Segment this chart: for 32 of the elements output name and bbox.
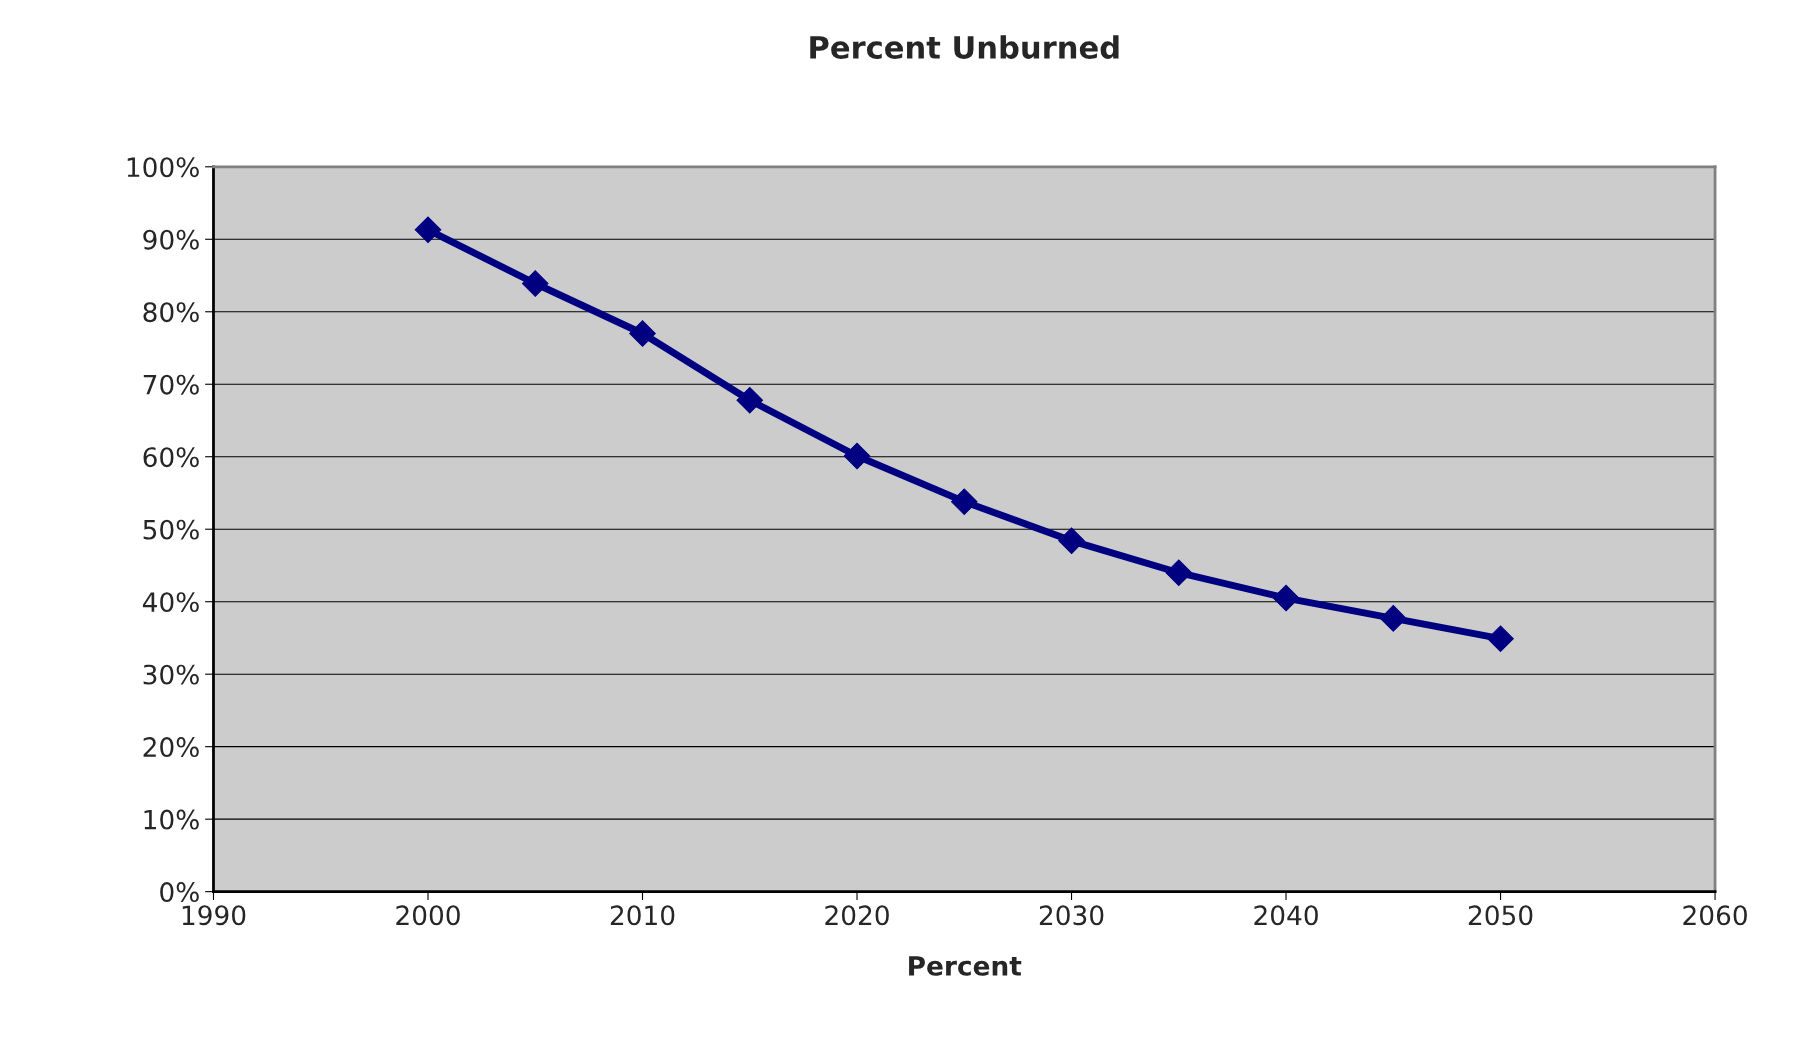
point: [521, 270, 549, 297]
y-tick-label: 70%: [143, 374, 199, 395]
x-tick-label: 2060: [1683, 905, 1747, 926]
x-axis-title: Percent: [909, 956, 1022, 976]
x-tick-label: 2030: [1039, 905, 1104, 926]
y-tick-label: 10%: [144, 809, 199, 830]
x-tick-label: 2050: [1468, 905, 1533, 926]
y-tick-label: 20%: [143, 737, 199, 758]
y-tick-label: 40%: [142, 592, 199, 613]
x-tick-label: 1990: [182, 905, 246, 926]
point: [1058, 527, 1085, 555]
y-tick-label: 0%: [160, 882, 199, 903]
x-tick-label: 2010: [610, 905, 675, 926]
point: [843, 442, 871, 470]
point: [1272, 584, 1300, 612]
point: [950, 488, 978, 515]
point: [414, 216, 442, 244]
x-tick-label: 2020: [825, 905, 889, 926]
point: [1487, 625, 1514, 652]
x-tick-label: 2000: [396, 905, 460, 926]
y-tick-label: 50%: [143, 519, 199, 540]
y-tick-label: 80%: [143, 302, 199, 323]
y-tick-label: 90%: [143, 229, 199, 250]
y-tick-label: 100%: [127, 157, 199, 178]
y-tick-label: 30%: [143, 664, 199, 685]
x-tick-label: 2040: [1254, 905, 1318, 926]
point: [736, 386, 764, 414]
point: [1380, 605, 1407, 632]
point: [629, 320, 656, 347]
y-tick-label: 60%: [143, 447, 199, 468]
chart-title: Percent Unburned: [810, 35, 1119, 59]
point: [1165, 559, 1193, 586]
